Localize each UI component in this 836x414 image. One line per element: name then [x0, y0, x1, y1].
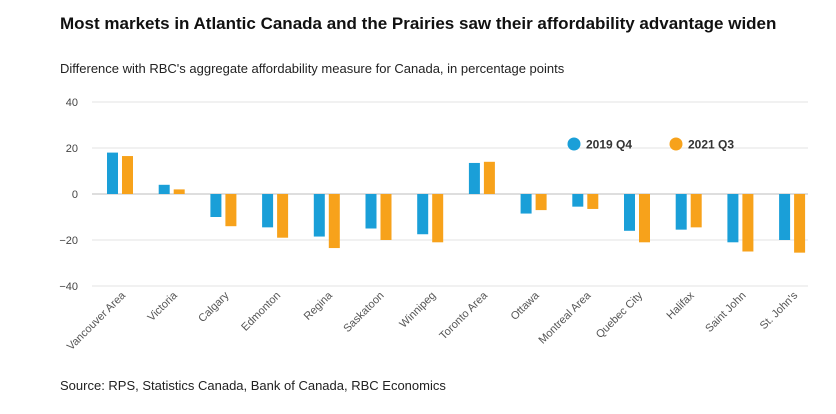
- bar-2019-q4: [210, 194, 222, 217]
- bar-2021-q3: [122, 156, 133, 194]
- legend-marker: [669, 137, 683, 151]
- bar-2019-q4: [313, 194, 325, 237]
- bar-2019-q4: [107, 152, 118, 194]
- y-tick-label: 40: [66, 97, 78, 109]
- y-axis: −40 −20 0 20 40: [59, 97, 78, 293]
- x-tick-label: Saskatoon: [341, 290, 386, 335]
- bar-2019-q4: [520, 194, 532, 214]
- bar-2021-q3: [535, 194, 547, 211]
- bar-2019-q4: [262, 194, 274, 228]
- x-tick-label: St. John's: [758, 289, 801, 332]
- bar-2019-q4: [675, 194, 687, 230]
- x-tick-label: Quebec City: [594, 289, 646, 341]
- bar-2019-q4: [779, 194, 791, 240]
- bar-2021-q3: [432, 194, 444, 243]
- bar-2019-q4: [365, 194, 377, 229]
- x-tick-label: Halifax: [665, 289, 698, 322]
- bar-2019-q4: [417, 194, 429, 235]
- bars: [107, 152, 806, 253]
- y-tick-label: 0: [72, 189, 78, 201]
- bar-2019-q4: [158, 184, 170, 194]
- x-tick-label: Saint John: [703, 290, 748, 335]
- bar-2021-q3: [483, 161, 495, 194]
- bar-2021-q3: [277, 194, 289, 238]
- y-tick-label: 20: [66, 143, 78, 155]
- x-tick-label: Victoria: [146, 289, 181, 324]
- bar-2021-q3: [639, 194, 650, 243]
- bar-2021-q3: [794, 194, 806, 253]
- bar-2019-q4: [624, 194, 635, 231]
- x-tick-label: Montreal Area: [537, 289, 595, 347]
- bar-2019-q4: [572, 194, 584, 207]
- chart-title: Most markets in Atlantic Canada and the …: [60, 14, 777, 33]
- bar-2021-q3: [690, 194, 702, 228]
- x-tick-label: Ottawa: [509, 289, 543, 323]
- legend-label: 2021 Q3: [688, 138, 734, 152]
- x-tick-label: Edmonton: [239, 290, 283, 334]
- bar-2021-q3: [173, 189, 185, 194]
- chart-source: Source: RPS, Statistics Canada, Bank of …: [60, 378, 446, 393]
- x-tick-label: Regina: [302, 289, 336, 323]
- bar-2019-q4: [468, 162, 480, 194]
- bar-2021-q3: [225, 194, 237, 227]
- bar-2019-q4: [727, 194, 739, 243]
- legend: 2019 Q4 2021 Q3: [567, 137, 734, 152]
- x-tick-label: Winnipeg: [397, 290, 438, 331]
- y-tick-label: −20: [59, 235, 78, 247]
- bar-2021-q3: [587, 194, 599, 209]
- x-tick-label: Vancouver Area: [65, 289, 129, 353]
- bar-2021-q3: [742, 194, 754, 252]
- x-axis: Vancouver Area Victoria Calgary Edmonton Reg…: [65, 289, 801, 353]
- bar-chart: −40 −20 0 20 40 Vancouver Area Victoria Calgar…: [59, 97, 808, 353]
- y-tick-label: −40: [59, 281, 78, 293]
- legend-label: 2019 Q4: [586, 138, 632, 152]
- x-tick-label: Toronto Area: [437, 289, 490, 342]
- chart-subtitle: Difference with RBC's aggregate affordab…: [60, 61, 565, 76]
- bar-2021-q3: [328, 194, 340, 249]
- legend-marker: [567, 137, 581, 151]
- bar-2021-q3: [380, 194, 392, 240]
- x-tick-label: Calgary: [196, 289, 232, 325]
